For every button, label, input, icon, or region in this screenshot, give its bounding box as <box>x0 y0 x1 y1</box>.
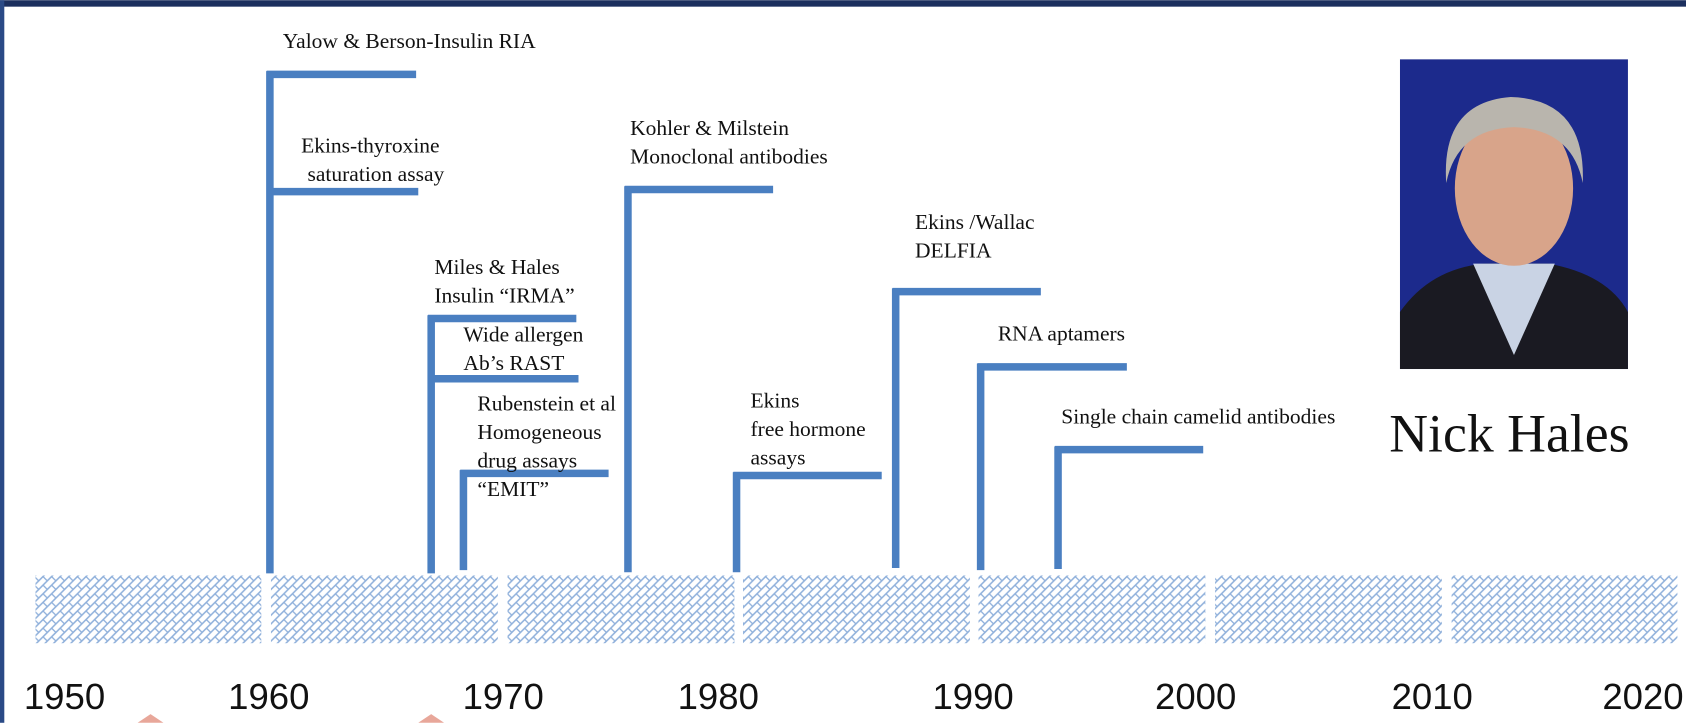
event-label: Homogeneous <box>477 420 601 444</box>
event-label: Single chain camelid antibodies <box>1061 404 1335 428</box>
block <box>1452 575 1678 643</box>
event-label: Ekins /Wallac <box>915 210 1034 234</box>
marker <box>138 714 164 723</box>
event-label: Wide allergen <box>463 323 583 347</box>
event-label: Miles & Hales <box>434 255 559 279</box>
event-label: DELFIA <box>915 238 992 262</box>
event-label: Rubenstein et al <box>477 392 616 416</box>
block <box>1215 575 1442 643</box>
event-label: assays <box>751 445 806 469</box>
year-label: 1960 <box>228 676 309 717</box>
event-label: Ekins <box>751 388 800 412</box>
event-label: RNA aptamers <box>998 322 1125 346</box>
event-label: Kohler & Milstein <box>630 116 789 140</box>
slide: Nick Hales Yalow & Berson-Insulin RIA Eki… <box>0 0 1686 723</box>
year-label: 2010 <box>1392 676 1473 717</box>
block <box>978 575 1205 643</box>
block <box>508 575 735 643</box>
event-label: Ekins-thyroxine <box>301 133 440 157</box>
event-label: saturation assay <box>308 162 445 186</box>
timeline-blocks <box>35 575 1677 643</box>
year-label: 2020 <box>1602 676 1683 717</box>
event-label: Monoclonal antibodies <box>630 145 828 169</box>
event-label: Yalow & Berson-Insulin RIA <box>283 29 536 53</box>
block <box>743 575 970 643</box>
year-label: 1990 <box>932 676 1013 717</box>
page: {"events": [ {"labels": [{"lines": ["Yal… <box>0 0 1686 723</box>
top-band <box>0 0 1686 6</box>
block <box>271 575 498 643</box>
marker <box>418 714 444 723</box>
year-label: 1980 <box>678 676 759 717</box>
year-label: 2000 <box>1155 676 1236 717</box>
event-label: “EMIT” <box>477 477 549 501</box>
photo-caption: Nick Hales <box>1389 403 1629 463</box>
event-label: Insulin “IRMA” <box>434 283 574 307</box>
event-label: drug assays <box>477 449 577 473</box>
block <box>35 575 261 643</box>
left-band <box>0 0 4 723</box>
event-label: free hormone <box>751 417 866 441</box>
event-label: Ab’s RAST <box>463 351 564 375</box>
photo <box>1400 59 1628 369</box>
year-label: 1950 <box>24 676 105 717</box>
year-label: 1970 <box>463 676 544 717</box>
